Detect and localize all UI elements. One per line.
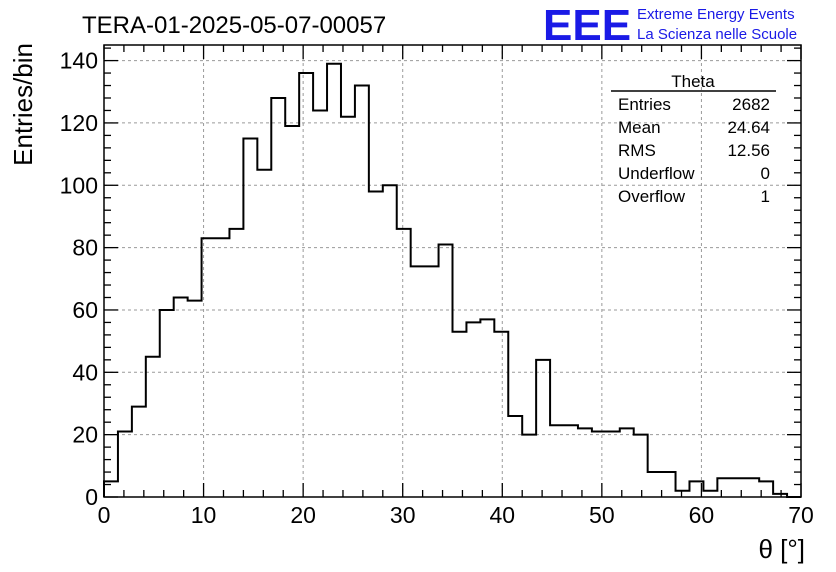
y-axis-label: Entries/bin — [8, 43, 38, 166]
x-tick-label: 60 — [689, 502, 715, 528]
histogram-bin — [453, 332, 467, 497]
histogram-bin — [160, 310, 174, 497]
histogram-bin — [439, 245, 453, 497]
histogram-bin — [648, 472, 662, 497]
x-tick-label: 0 — [98, 502, 111, 528]
plot-frame — [103, 44, 802, 498]
histogram-bin — [369, 192, 383, 497]
histogram-series — [103, 62, 801, 498]
stats-rows: Entries 2682 Mean 24.64 RMS 12.56 Underflow 0 Ov… — [618, 95, 770, 206]
stats-row-value: 1 — [761, 187, 770, 206]
stats-row-value: 12.56 — [727, 141, 770, 160]
histogram-bin — [550, 425, 564, 497]
histogram-bin — [745, 478, 759, 497]
y-tick-label: 40 — [72, 359, 98, 385]
histogram-bin — [536, 360, 550, 497]
y-tick-label: 0 — [85, 484, 98, 510]
y-tick-label: 140 — [60, 48, 98, 74]
histogram-bin — [480, 319, 494, 497]
histogram-bin — [522, 435, 536, 497]
y-tick-label: 100 — [60, 172, 98, 198]
x-tick-label: 40 — [489, 502, 515, 528]
stats-row-label: Entries — [618, 95, 671, 114]
histogram-bin — [146, 357, 160, 497]
histogram-bin — [216, 238, 230, 497]
histogram-bin — [662, 472, 676, 497]
histogram-bin — [383, 185, 397, 497]
stats-title: Theta — [671, 72, 715, 91]
histogram-bin — [271, 98, 285, 497]
histogram-bin — [313, 110, 327, 497]
x-axis-label: θ [°] — [758, 534, 805, 564]
stats-row-label: Mean — [618, 118, 661, 137]
x-tick-label: 30 — [390, 502, 416, 528]
x-tick-label: 10 — [191, 502, 217, 528]
histogram-bin — [299, 73, 313, 497]
histogram-bin — [118, 432, 132, 497]
histogram-bin — [620, 428, 634, 497]
y-tick-label: 60 — [72, 297, 98, 323]
x-tick-label: 50 — [589, 502, 615, 528]
histogram-bin — [104, 481, 118, 497]
histogram-bin — [243, 139, 257, 497]
histogram-bin — [341, 117, 355, 497]
histogram-bin — [466, 322, 480, 497]
histogram-bin — [397, 229, 411, 497]
histogram-bin — [508, 416, 522, 497]
histogram-bin — [132, 407, 146, 497]
histogram-bin — [592, 432, 606, 497]
histogram-bin — [494, 332, 508, 497]
histogram-bin — [564, 425, 578, 497]
statistics-box: Theta Entries 2682 Mean 24.64 RMS 12.56 Underf… — [611, 72, 776, 206]
histogram-bin — [327, 64, 341, 497]
stats-row-value: 24.64 — [727, 118, 770, 137]
run-title: TERA-01-2025-05-07-00057 — [82, 12, 386, 39]
eee-logo-mark: EEE — [543, 1, 631, 50]
histogram-outline — [103, 62, 801, 498]
histogram-bin — [285, 126, 299, 497]
stats-row-label: Underflow — [618, 164, 695, 183]
histogram-bin — [229, 229, 243, 497]
histogram-bin — [174, 297, 188, 497]
histogram-bin — [717, 478, 731, 497]
histogram-bin — [578, 428, 592, 497]
histogram-bin — [634, 435, 648, 497]
histogram-bin — [606, 432, 620, 497]
histogram-bin — [188, 301, 202, 497]
x-tick-label: 20 — [290, 502, 316, 528]
y-tick-label: 120 — [60, 110, 98, 136]
stats-row-value: 0 — [761, 164, 770, 183]
histogram-bin — [411, 266, 425, 497]
histogram-bin — [425, 266, 439, 497]
y-tick-label: 80 — [72, 235, 98, 261]
x-tick-label: 70 — [788, 502, 814, 528]
histogram-bin — [731, 478, 745, 497]
y-tick-label: 20 — [72, 422, 98, 448]
histogram-bin — [355, 86, 369, 497]
histogram-bin — [257, 170, 271, 497]
stats-row-label: RMS — [618, 141, 656, 160]
stats-row-value: 2682 — [732, 95, 770, 114]
histogram-bin — [202, 238, 216, 497]
logo-line-1: Extreme Energy Events — [637, 6, 795, 23]
logo-line-2: La Scienza nelle Scuole — [637, 26, 797, 43]
stats-row-label: Overflow — [618, 187, 686, 206]
